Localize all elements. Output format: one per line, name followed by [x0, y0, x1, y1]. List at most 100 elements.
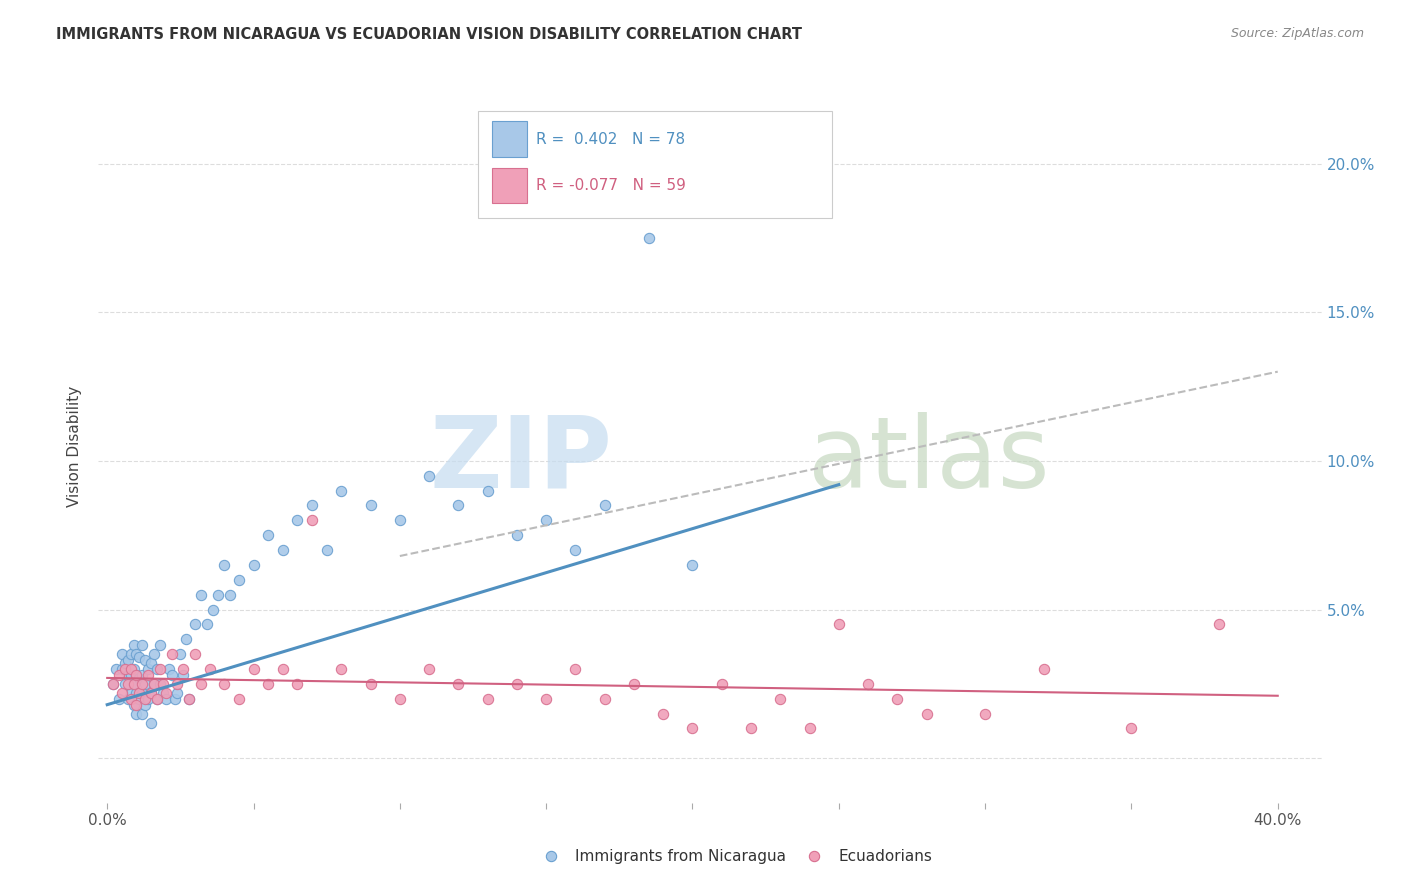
- Point: [134, 677, 156, 691]
- Point: [125, 668, 148, 682]
- Point: [152, 686, 174, 700]
- Point: [149, 662, 172, 676]
- Bar: [492, 168, 527, 203]
- Text: Ecuadorians: Ecuadorians: [838, 849, 932, 863]
- Point: [125, 668, 148, 682]
- Point: [198, 662, 221, 676]
- FancyBboxPatch shape: [478, 111, 832, 218]
- Point: [388, 513, 411, 527]
- Text: R =  0.402   N = 78: R = 0.402 N = 78: [536, 132, 686, 146]
- Point: [271, 662, 294, 676]
- Text: R = -0.077   N = 59: R = -0.077 N = 59: [536, 178, 686, 193]
- Point: [131, 677, 153, 691]
- Point: [190, 588, 212, 602]
- Text: ZIP: ZIP: [429, 412, 612, 508]
- Point: [143, 677, 166, 691]
- Text: Source: ZipAtlas.com: Source: ZipAtlas.com: [1230, 27, 1364, 40]
- Point: [146, 662, 169, 676]
- Point: [418, 662, 440, 676]
- Point: [117, 653, 139, 667]
- Point: [228, 573, 250, 587]
- Point: [623, 677, 645, 691]
- Point: [1121, 722, 1143, 736]
- Bar: [492, 121, 527, 157]
- Point: [257, 677, 280, 691]
- Point: [447, 677, 470, 691]
- Point: [160, 668, 183, 682]
- Point: [139, 686, 162, 700]
- Point: [120, 662, 142, 676]
- Point: [257, 528, 280, 542]
- Point: [139, 656, 162, 670]
- Point: [128, 691, 150, 706]
- Point: [447, 499, 470, 513]
- Point: [301, 499, 323, 513]
- Point: [174, 632, 197, 647]
- Point: [117, 691, 139, 706]
- Point: [104, 662, 127, 676]
- Text: atlas: atlas: [808, 412, 1049, 508]
- Point: [136, 668, 159, 682]
- Point: [172, 668, 194, 682]
- Point: [117, 668, 139, 682]
- Point: [418, 468, 440, 483]
- Point: [287, 513, 309, 527]
- Point: [219, 588, 242, 602]
- Point: [534, 513, 557, 527]
- Point: [652, 706, 675, 721]
- Point: [134, 691, 156, 706]
- Point: [228, 691, 250, 706]
- Point: [128, 686, 150, 700]
- Point: [1208, 617, 1230, 632]
- Point: [534, 691, 557, 706]
- Point: [131, 668, 153, 682]
- Point: [271, 543, 294, 558]
- Point: [143, 647, 166, 661]
- Point: [101, 677, 124, 691]
- Point: [143, 677, 166, 691]
- Point: [179, 691, 201, 706]
- Point: [122, 677, 145, 691]
- Point: [131, 706, 153, 721]
- Point: [122, 662, 145, 676]
- Point: [172, 662, 194, 676]
- Point: [136, 662, 159, 676]
- Point: [155, 686, 177, 700]
- Point: [122, 638, 145, 652]
- Point: [710, 677, 733, 691]
- Point: [1032, 662, 1054, 676]
- Point: [163, 691, 186, 706]
- Point: [125, 647, 148, 661]
- Point: [477, 691, 499, 706]
- Point: [152, 677, 174, 691]
- Point: [682, 722, 704, 736]
- Point: [212, 558, 235, 572]
- Point: [915, 706, 938, 721]
- Point: [149, 638, 172, 652]
- Point: [506, 677, 529, 691]
- Point: [974, 706, 997, 721]
- Point: [506, 528, 529, 542]
- Point: [856, 677, 879, 691]
- Point: [114, 677, 136, 691]
- Point: [108, 691, 131, 706]
- Point: [125, 706, 148, 721]
- Point: [108, 668, 131, 682]
- Point: [564, 662, 586, 676]
- Point: [201, 602, 224, 616]
- Point: [146, 691, 169, 706]
- Point: [564, 543, 586, 558]
- Point: [477, 483, 499, 498]
- Point: [593, 499, 616, 513]
- Point: [120, 686, 142, 700]
- Point: [301, 513, 323, 527]
- Point: [128, 650, 150, 665]
- Point: [360, 677, 382, 691]
- Point: [139, 715, 162, 730]
- Point: [190, 677, 212, 691]
- Y-axis label: Vision Disability: Vision Disability: [67, 385, 83, 507]
- Point: [134, 698, 156, 712]
- Point: [114, 662, 136, 676]
- Point: [117, 677, 139, 691]
- Text: Immigrants from Nicaragua: Immigrants from Nicaragua: [575, 849, 786, 863]
